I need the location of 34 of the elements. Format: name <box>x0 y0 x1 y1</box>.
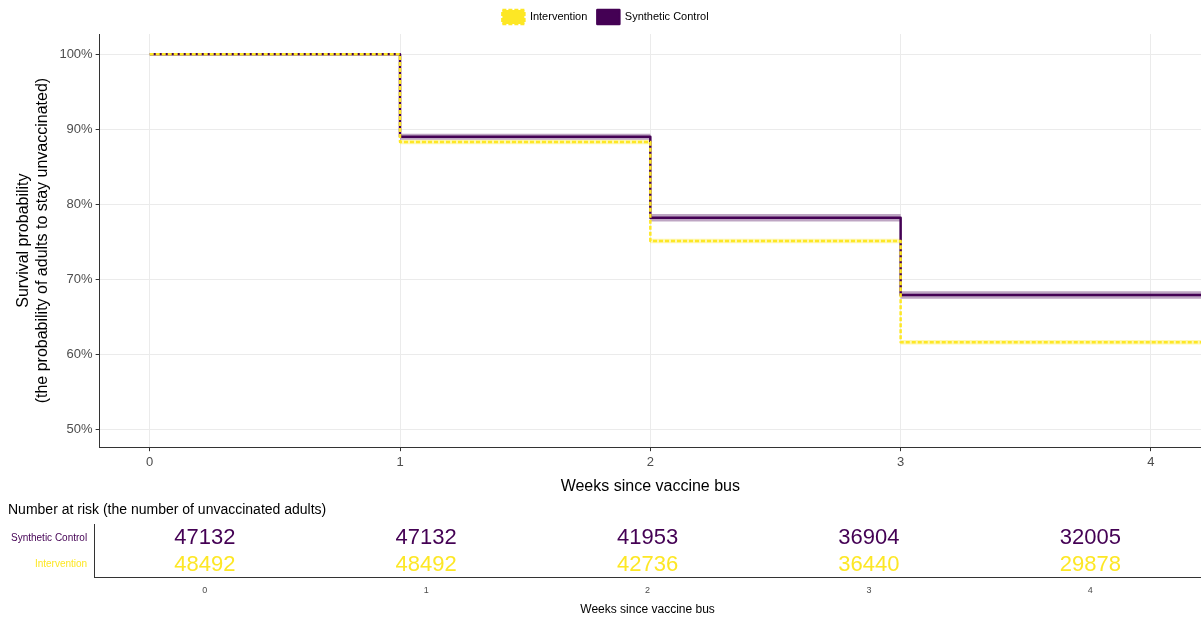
legend-label: Synthetic Control <box>624 10 709 23</box>
data-label: 48492 <box>395 550 457 576</box>
x-tick-label: 1 <box>423 584 429 595</box>
data-label: 47132 <box>174 524 236 550</box>
x-tick-label: 0 <box>202 584 208 595</box>
x-tick-label: 2 <box>646 453 654 469</box>
x-tick-label: 4 <box>1147 453 1155 469</box>
data-label: 29878 <box>1059 550 1121 576</box>
x-tick-label: 3 <box>866 584 872 595</box>
x-tick-label: 1 <box>396 453 404 469</box>
x-tick-label: 4 <box>1087 584 1093 595</box>
y-tick-label: Synthetic Control <box>10 531 88 543</box>
y-tick-label: 100% <box>59 45 94 61</box>
data-label: 48492 <box>174 550 236 576</box>
data-label: 42736 <box>616 550 679 576</box>
data-label: 36440 <box>838 550 900 576</box>
x-axis-title: Weeks since vaccine bus <box>580 602 715 617</box>
y-tick-label: 80% <box>66 195 94 211</box>
y-tick-label: 90% <box>66 120 94 136</box>
x-tick-label: 3 <box>897 453 905 469</box>
data-label: 41953 <box>616 524 679 550</box>
x-axis-title: Weeks since vaccine bus <box>560 476 740 494</box>
legend-label: Intervention <box>529 10 588 23</box>
y-tick-label: Intervention <box>34 558 88 570</box>
x-tick-label: 0 <box>146 453 154 469</box>
x-tick-label: 2 <box>645 584 651 595</box>
y-tick-label: 60% <box>66 345 94 361</box>
y-tick-label: 70% <box>66 270 94 286</box>
y-axis-title: Survival probability (the probability of adults to stay unvaccinated) <box>14 77 51 404</box>
data-label: 32005 <box>1059 524 1121 550</box>
y-tick-label: 50% <box>66 420 94 436</box>
data-label: 36904 <box>838 524 900 550</box>
chart-title: Number at risk (the number of unvaccinated adults) <box>8 501 327 518</box>
data-label: 47132 <box>395 524 457 550</box>
